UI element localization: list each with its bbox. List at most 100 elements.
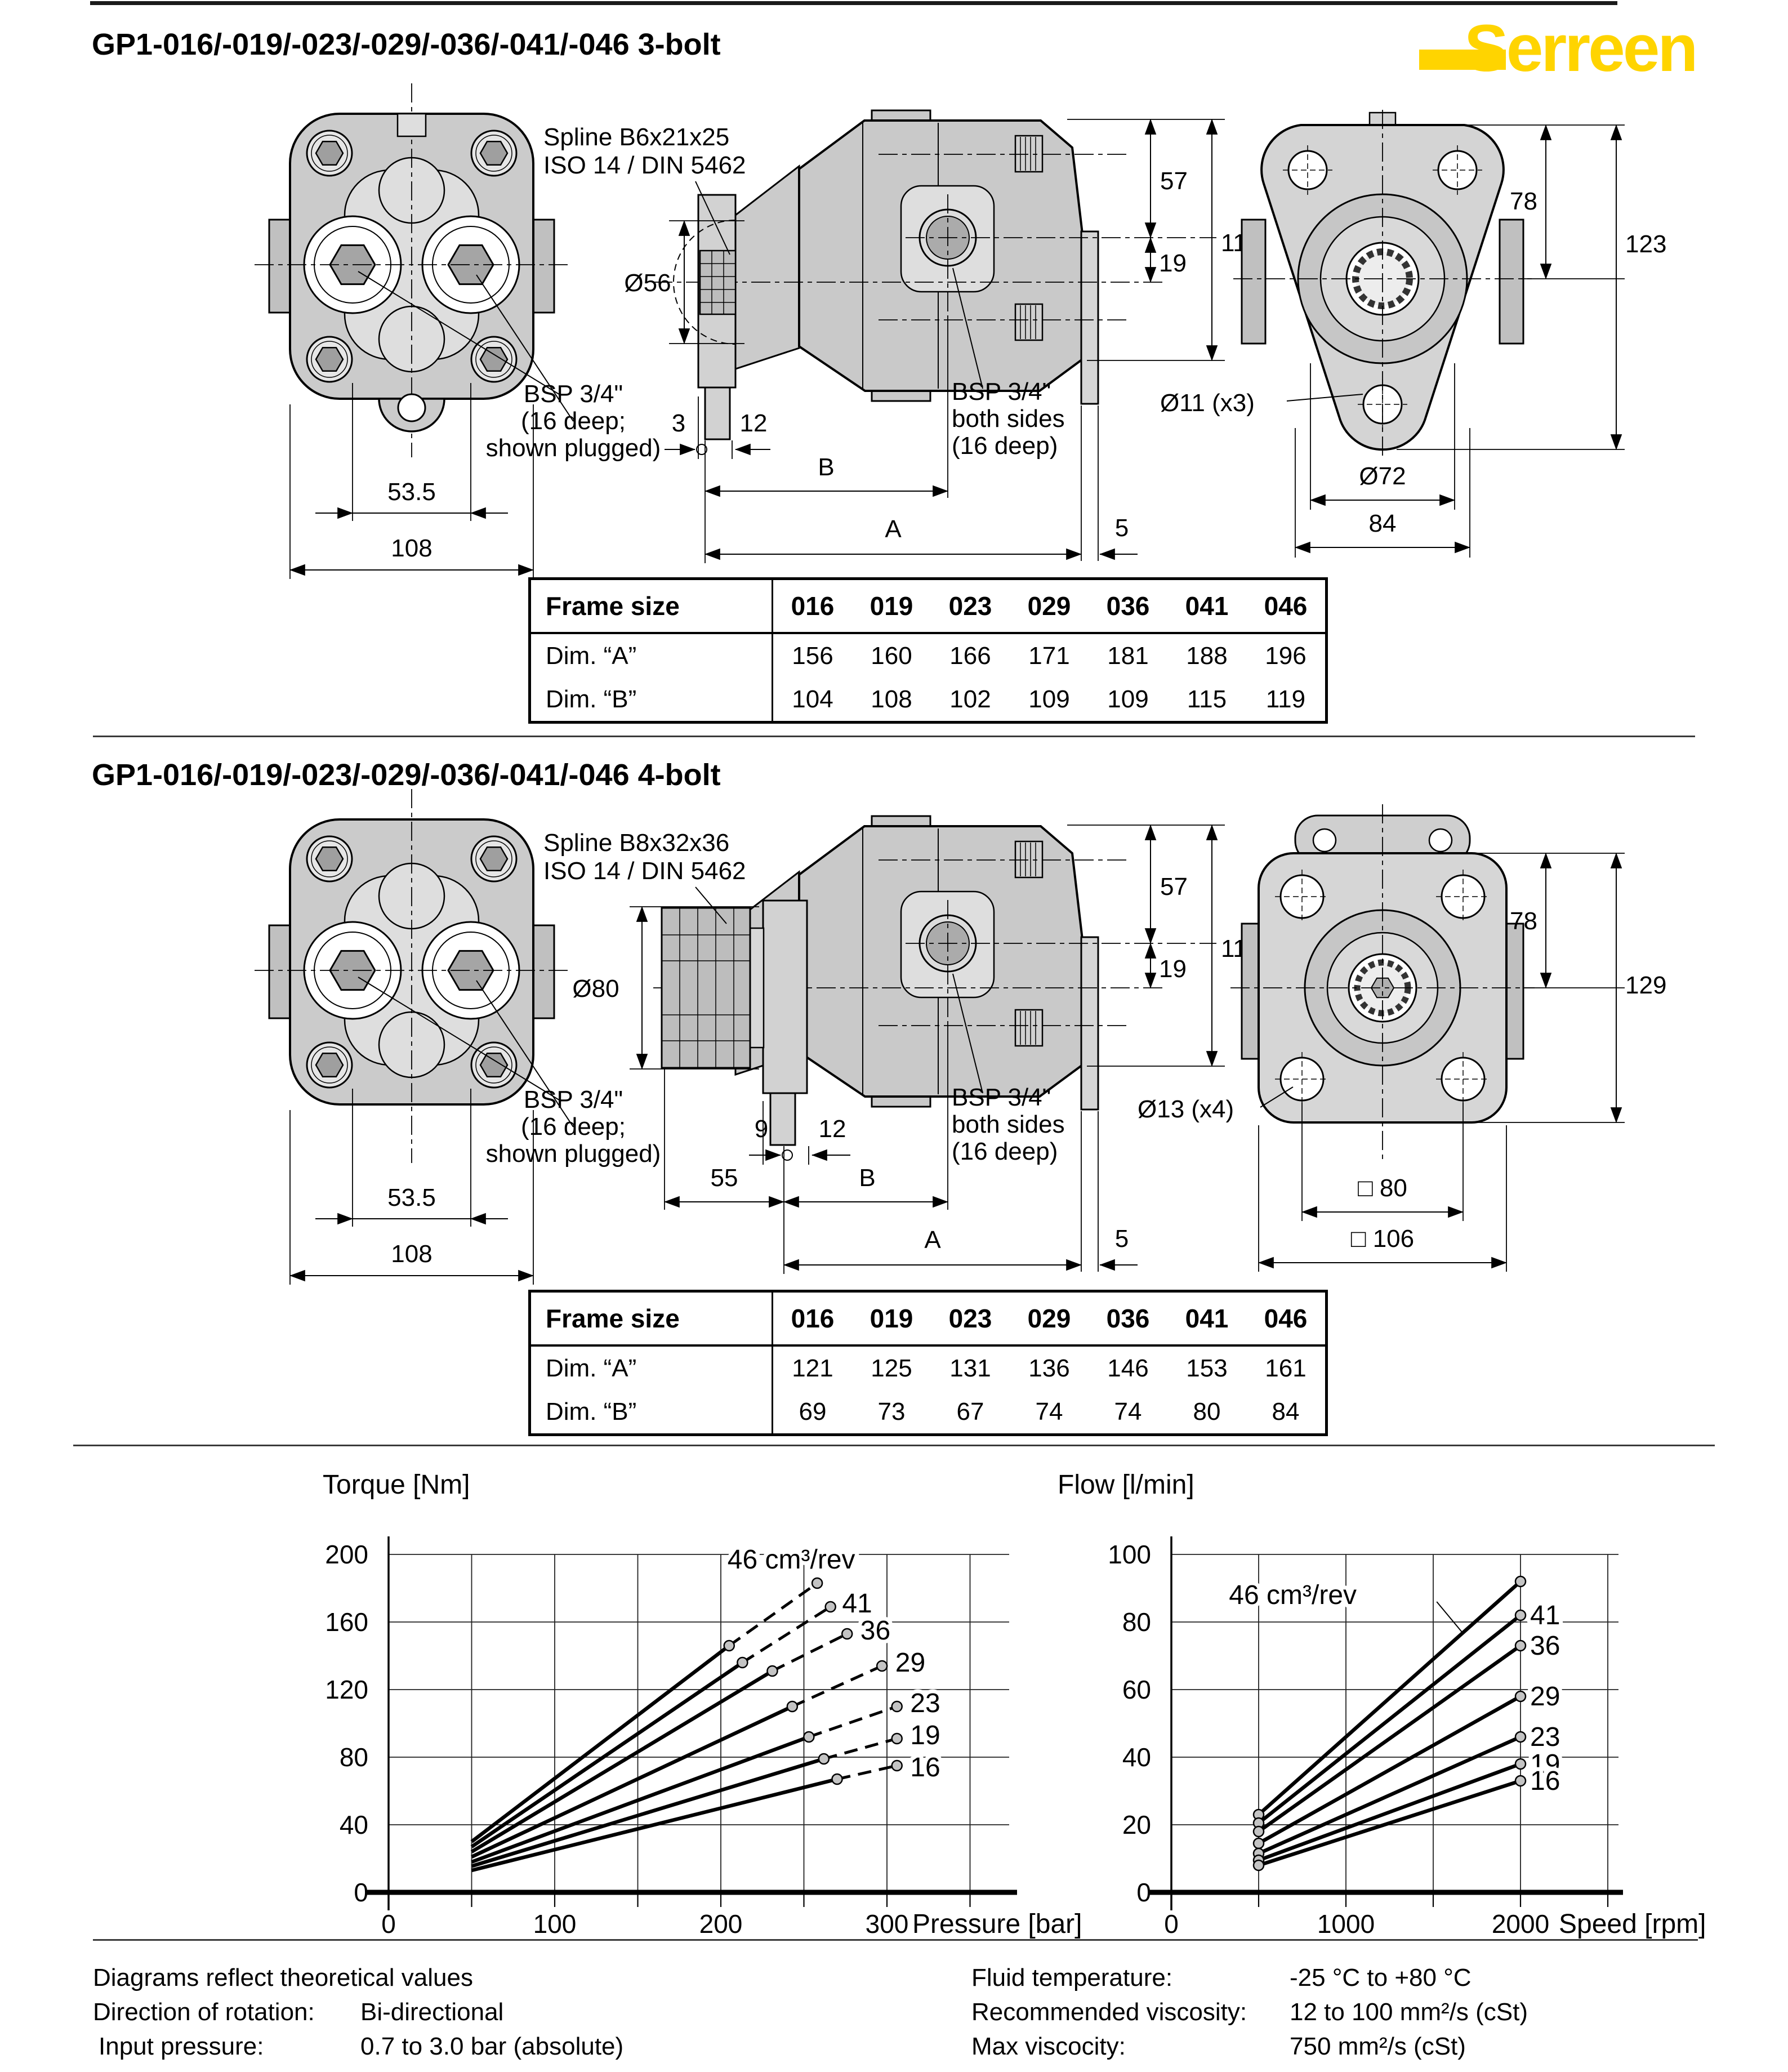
- frame-size-value: 019: [870, 591, 913, 621]
- x-tick-label: 300: [866, 1909, 909, 1939]
- dim-value-cell: 156: [792, 641, 833, 670]
- back-view-3bolt: 78 123 Ø72 84 Ø11 (x3): [1160, 110, 1666, 558]
- fluid-temp-label: Fluid temperature:: [971, 1964, 1173, 1991]
- spline-label-line1: Spline B6x21x25: [543, 123, 729, 151]
- dim-row-label: Dim. “A”: [531, 634, 773, 678]
- table-row: Dim. “B” 104 108 102 109 109 115 119: [531, 678, 1325, 721]
- spline-label-line2: ISO 14 / DIN 5462: [543, 857, 746, 885]
- x-axis-label: Pressure [bar]: [912, 1909, 1082, 1939]
- x-tick-label: 0: [381, 1909, 396, 1939]
- frame-size-value: 036: [1106, 1304, 1150, 1333]
- dim-value-cell: 74: [1035, 1397, 1063, 1425]
- series-label: 46 cm³/rev: [728, 1545, 855, 1575]
- dim-value-cell: 160: [871, 641, 912, 670]
- dim-55-4bolt: 55: [711, 1164, 738, 1192]
- rec-viscosity-label: Recommended viscosity:: [971, 1998, 1247, 2026]
- section-title-4bolt: GP1-016/-019/-023/-029/-036/-041/-046 4-…: [92, 758, 721, 792]
- y-tick-label: 40: [340, 1810, 368, 1839]
- dim-stub-4bolt: 12: [819, 1115, 846, 1143]
- x-tick-label: 1000: [1317, 1909, 1375, 1939]
- dim-value-cell: 80: [1193, 1397, 1221, 1425]
- dim-b-3bolt: B: [818, 453, 834, 481]
- flow-speed-chart: 0 1000 2000 0 20 40 60 80 100 Flow [l/min] Speed […: [1058, 1470, 1706, 1939]
- dim-pilot-4bolt: 5: [1115, 1225, 1129, 1253]
- footer-divider: [93, 1939, 1698, 1941]
- y-tick-label: 200: [325, 1540, 368, 1569]
- frame-size-value: 036: [1106, 591, 1150, 621]
- frame-size-value: 016: [791, 591, 835, 621]
- dim-width-3bolt: 108: [391, 534, 432, 562]
- plug-note-line1: BSP 3/4": [524, 380, 623, 408]
- chart-title: Flow [l/min]: [1058, 1470, 1194, 1500]
- ports-note-line3: (16 deep): [952, 1138, 1058, 1165]
- dim-value-cell: 146: [1107, 1354, 1149, 1382]
- y-tick-label: 80: [340, 1743, 368, 1772]
- series-label: 19: [1530, 1749, 1560, 1779]
- dim-value-cell: 161: [1265, 1354, 1307, 1382]
- dim-78-4bolt: 78: [1510, 907, 1537, 935]
- dim-19-3bolt: 19: [1159, 249, 1187, 277]
- plug-note-line2: (16 deep;: [521, 407, 626, 435]
- ports-note-line1: BSP 3/4": [952, 1084, 1051, 1111]
- dim-row-label: Dim. “A”: [531, 1347, 773, 1390]
- table-row: Dim. “A” 156 160 166 171 181 188 196: [531, 634, 1325, 678]
- dim-value-cell: 153: [1186, 1354, 1228, 1382]
- dim-value-cell: 131: [949, 1354, 991, 1382]
- input-pressure-value: 0.7 to 3.0 bar (absolute): [360, 2033, 624, 2060]
- footer-note: Diagrams reflect theoretical values: [93, 1964, 473, 1991]
- ports-note-line2: both sides: [952, 405, 1065, 433]
- input-pressure-label: Input pressure:: [99, 2033, 264, 2060]
- dim-bore-spacing-3bolt: 53.5: [387, 478, 436, 506]
- series-label: 41: [842, 1589, 872, 1619]
- torque-pressure-chart: 0 100 200 300 0 40 80 120 160 200 Torque [Nm] Press…: [323, 1470, 1082, 1939]
- frame-size-value: 046: [1264, 591, 1308, 621]
- dim-19-4bolt: 19: [1159, 955, 1187, 983]
- dim-pilot-3bolt: 5: [1115, 514, 1129, 542]
- series-label: 16: [1530, 1766, 1560, 1796]
- dim-b-4bolt: B: [859, 1164, 875, 1192]
- dim-value-cell: 115: [1187, 685, 1227, 713]
- brand-logo: Serreen: [1464, 11, 1698, 86]
- dim-value-cell: 108: [871, 685, 912, 713]
- dim-flange-width-4bolt: □ 106: [1351, 1225, 1414, 1253]
- logo-bar: [1419, 50, 1506, 70]
- y-tick-label: 40: [1122, 1743, 1151, 1772]
- chart-title: Torque [Nm]: [323, 1470, 470, 1500]
- dim-row-label: Dim. “B”: [531, 678, 773, 721]
- dim-84-3bolt: 84: [1369, 510, 1397, 537]
- dim-a-3bolt: A: [885, 515, 902, 543]
- plug-note-line2: (16 deep;: [521, 1113, 626, 1140]
- plug-note-line1: BSP 3/4": [524, 1086, 623, 1113]
- frame-size-value: 016: [791, 1304, 835, 1333]
- fluid-temp-value: -25 °C to +80 °C: [1290, 1964, 1472, 1991]
- y-tick-label: 160: [325, 1607, 368, 1637]
- dim-value-cell: 69: [799, 1397, 827, 1425]
- series-label: 36: [860, 1616, 890, 1646]
- dim-value-cell: 104: [792, 685, 833, 713]
- dim-bolt-square-4bolt: □ 80: [1358, 1174, 1407, 1202]
- dim-value-cell: 166: [949, 641, 991, 670]
- series-label: 19: [910, 1721, 940, 1750]
- x-axis-label: Speed [rpm]: [1559, 1909, 1706, 1939]
- dim-value-cell: 181: [1107, 641, 1149, 670]
- section-divider-1: [93, 736, 1695, 737]
- spline-label-line2: ISO 14 / DIN 5462: [543, 151, 746, 179]
- y-tick-label: 100: [1108, 1540, 1151, 1569]
- y-tick-label: 20: [1122, 1810, 1151, 1839]
- dim-stub-3bolt: 12: [740, 409, 768, 437]
- frame-size-value: 023: [948, 591, 992, 621]
- frame-size-header: Frame size: [531, 580, 773, 632]
- dim-57-4bolt: 57: [1160, 873, 1188, 901]
- dimension-table-4bolt: Frame size 016 019 023 029 036 041 046 Dim. “A” 1…: [528, 1290, 1328, 1436]
- rotation-label: Direction of rotation:: [93, 1998, 315, 2026]
- rotation-value: Bi-directional: [360, 1998, 504, 2026]
- dim-value-cell: 171: [1028, 641, 1070, 670]
- dim-value-cell: 102: [949, 685, 991, 713]
- dim-offset-4bolt: 9: [755, 1115, 768, 1143]
- series-label: 29: [895, 1648, 925, 1678]
- side-view-3bolt: Spline B6x21x25 ISO 14 / DIN 5462 Ø56 3 …: [543, 109, 1260, 563]
- dim-78-3bolt: 78: [1510, 188, 1537, 215]
- series-label: 46 cm³/rev: [1229, 1580, 1357, 1610]
- dim-holes-3bolt: Ø11 (x3): [1160, 389, 1255, 417]
